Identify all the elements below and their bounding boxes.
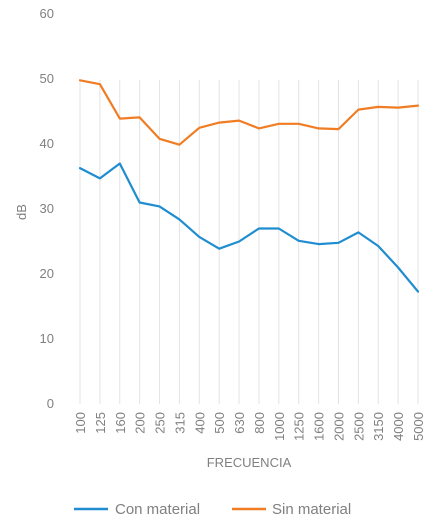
- legend-label: Sin material: [272, 501, 351, 518]
- series-line: [78, 162, 420, 293]
- x-tick-label: 630: [232, 412, 247, 434]
- x-tick-label: 1250: [292, 412, 307, 441]
- x-tick-label: 200: [133, 412, 148, 434]
- x-axis-label: FRECUENCIA: [207, 455, 292, 470]
- x-tick-label: 100: [73, 412, 88, 434]
- x-tick-label: 500: [212, 412, 227, 434]
- series-lines: [78, 79, 420, 293]
- x-tick-label: 250: [153, 412, 168, 434]
- y-tick-label: 60: [40, 6, 54, 21]
- x-tick-label: 2000: [331, 412, 346, 441]
- y-tick-label: 50: [40, 71, 54, 86]
- y-tick-label: 40: [40, 136, 54, 151]
- y-tick-label: 20: [40, 266, 54, 281]
- y-tick-label: 10: [40, 331, 54, 346]
- series-line: [78, 79, 420, 146]
- x-tick-label: 4000: [391, 412, 406, 441]
- x-tick-label: 2500: [351, 412, 366, 441]
- x-tick-label: 800: [252, 412, 267, 434]
- y-tick-label: 0: [47, 396, 54, 411]
- legend-label: Con material: [115, 501, 200, 518]
- y-axis-label: dB: [14, 204, 29, 220]
- x-tick-label: 125: [93, 412, 108, 434]
- y-axis-ticks: 0 10 20 30 40 50 60: [40, 6, 54, 411]
- x-tick-label: 1600: [312, 412, 327, 441]
- legend: Con material Sin material: [74, 501, 351, 518]
- x-tick-label: 1000: [272, 412, 287, 441]
- x-tick-label: 400: [192, 412, 207, 434]
- x-tick-label: 160: [113, 412, 128, 434]
- x-tick-label: 315: [172, 412, 187, 434]
- y-tick-label: 30: [40, 201, 54, 216]
- x-axis-ticks: 100 125 160 200 250 315 400 500 630 800 1000 1250 16…: [73, 412, 426, 441]
- x-tick-label: 5000: [411, 412, 426, 441]
- x-tick-label: 3150: [371, 412, 386, 441]
